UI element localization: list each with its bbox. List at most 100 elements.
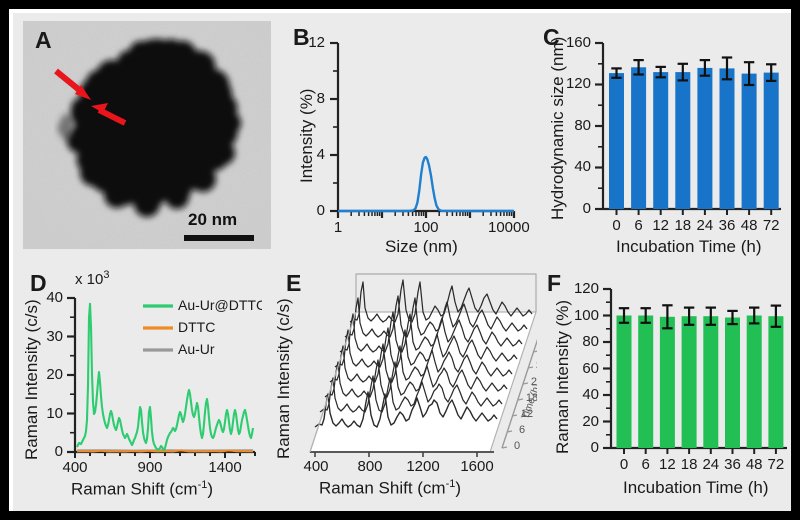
panel-e-z-ticks	[501, 334, 545, 449]
panel-c-ylabel: Hydrodynamic size (nm)	[548, 36, 567, 220]
panel-c-x-ticks	[615, 209, 773, 215]
panel-f-xtick-72: 72	[767, 456, 785, 473]
arrow-marker-2	[91, 103, 127, 126]
panel-d-x-ticks	[74, 452, 256, 458]
panel-e-traces	[314, 279, 533, 428]
panel-c-xtick-48: 48	[740, 217, 758, 234]
panel-e-xtick-800: 800	[357, 458, 383, 475]
panel-c-bars	[609, 67, 779, 210]
panel-b-ylabel: Intensity (%)	[297, 88, 316, 183]
panel-e-ylabel: Raman Intensity (c/s)	[274, 298, 293, 459]
panel-f-ytick-100: 100	[573, 307, 599, 324]
panel-f-ytick-20: 20	[582, 413, 599, 430]
panel-c-letter: C	[543, 24, 560, 50]
panel-e-x-ticks	[314, 452, 478, 457]
panel-e-ztick-18: 18	[525, 392, 539, 404]
panel-f-bars	[616, 315, 784, 448]
panel-c-xtick-6: 6	[634, 217, 643, 234]
panel-c-xtick-36: 36	[718, 217, 736, 234]
panel-f-ylabel: Raman Intensity (%)	[553, 300, 572, 454]
panel-d: D	[13, 262, 266, 511]
panel-d-legend-label-0: Au-Ur@DTTC	[178, 297, 267, 313]
panel-c-xtick-0: 0	[612, 217, 621, 234]
panel-f-x-ticks	[623, 448, 777, 454]
panel-f-ytick-0: 0	[590, 439, 599, 456]
panel-d-ytick-10: 10	[46, 405, 63, 422]
panel-d-ytick-30: 30	[46, 328, 63, 345]
panel-c-ytick-120: 120	[565, 75, 591, 92]
panel-e-xlabel-close: )	[455, 478, 462, 498]
panel-d-ytick-20: 20	[46, 366, 63, 383]
panel-e-letter: E	[286, 270, 302, 296]
panel-c-ytick-40: 40	[574, 158, 591, 175]
panel-d-xlabel: Raman Shift (cm-1)	[71, 479, 213, 500]
panel-d-ytick-0: 0	[54, 443, 63, 460]
panel-c-xtick-72: 72	[762, 217, 780, 234]
panel-b-curve	[338, 155, 514, 213]
panel-d-ylabel: Raman Intensity (c/s)	[22, 299, 41, 460]
panel-c-ytick-80: 80	[574, 117, 591, 134]
panel-c-ytick-0: 0	[582, 200, 591, 217]
panel-c-xtick-12: 12	[652, 217, 670, 234]
panel-b-letter: B	[293, 24, 310, 50]
panel-f-ytick-120: 120	[573, 280, 599, 297]
panel-d-graphic	[13, 262, 262, 511]
panel-d-xtick-900: 900	[137, 459, 163, 476]
arrow-marker-1	[54, 68, 91, 100]
panel-b-xtick-100: 100	[413, 219, 439, 236]
panel-f-xlabel: Incubation Time (h)	[623, 478, 769, 497]
panel-d-xlabel-close: )	[207, 479, 214, 499]
panel-c-xtick-24: 24	[696, 217, 714, 234]
figure-frame: 20 nm A B	[5, 5, 795, 515]
panel-a-letter: A	[35, 27, 52, 53]
panel-d-legend	[143, 304, 173, 352]
panel-b-ytick-8: 8	[316, 90, 325, 107]
panel-f-xtick-18: 18	[680, 456, 698, 473]
panel-c: C	[531, 13, 791, 262]
panel-e-xlabel-main: Raman Shift (cm	[319, 478, 446, 498]
panel-f-ytick-40: 40	[582, 386, 599, 403]
panel-e-xtick-400: 400	[303, 458, 329, 475]
panel-f-xtick-12: 12	[659, 456, 676, 473]
panel-d-legend-label-2: Au-Ur	[178, 341, 215, 357]
panel-d-ytick-40: 40	[46, 289, 63, 306]
scale-bar	[184, 235, 254, 241]
panel-d-multiplier-base: x 10	[75, 271, 104, 288]
panel-b-xtick-10000: 10000	[488, 219, 530, 236]
panel-e-ztick-6: 6	[518, 424, 526, 436]
panel-f-letter: F	[547, 270, 562, 296]
panel-b-xtick-1: 1	[333, 219, 343, 236]
panel-f-xtick-36: 36	[724, 456, 741, 473]
panel-e-xtick-1200: 1200	[406, 458, 440, 475]
panel-e-xtick-1600: 1600	[460, 458, 494, 475]
panel-b: B	[281, 13, 531, 262]
panel-f-ytick-60: 60	[582, 360, 599, 377]
panel-d-xlabel-exp: -1	[197, 479, 208, 491]
panel-b-ytick-12: 12	[308, 34, 325, 51]
panel-c-graphic	[531, 13, 791, 262]
figure-canvas: 20 nm A B	[13, 13, 791, 511]
panel-e-ztick-12: 12	[520, 408, 534, 420]
panel-c-xlabel: Incubation Time (h)	[616, 237, 762, 256]
panel-f-xtick-6: 6	[641, 456, 650, 473]
panel-d-series-dttc	[76, 449, 254, 453]
panel-d-xlabel-main: Raman Shift (cm	[71, 479, 198, 499]
panel-f-xtick-24: 24	[702, 456, 720, 473]
panel-a: 20 nm A	[13, 13, 281, 262]
panel-f-graphic	[537, 262, 791, 511]
panel-f-xtick-48: 48	[745, 456, 763, 473]
panel-a-scalebar-label: 20 nm	[188, 210, 238, 229]
panel-f-xtick-0: 0	[619, 456, 629, 473]
panel-c-ytick-160: 160	[565, 34, 591, 51]
panel-c-xtick-18: 18	[674, 217, 692, 234]
panel-b-graphic	[281, 13, 531, 262]
panel-d-legend-label-1: DTTC	[178, 319, 216, 335]
panel-f: F	[537, 262, 791, 511]
panel-b-ytick-4: 4	[316, 146, 325, 163]
panel-a-graphic	[13, 13, 281, 262]
panel-f-error-bars	[618, 304, 782, 330]
panel-d-series-auurdttc	[76, 302, 255, 452]
panel-d-multiplier-exp: 3	[103, 269, 110, 281]
panel-e-ztick-0: 0	[513, 440, 521, 452]
